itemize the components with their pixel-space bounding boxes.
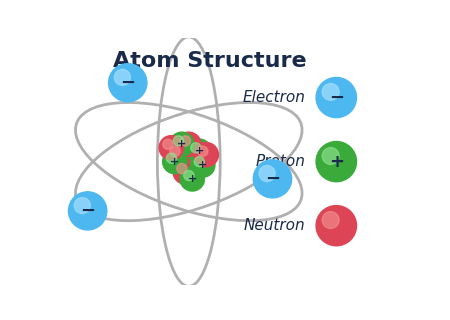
- Text: +: +: [194, 146, 204, 156]
- Ellipse shape: [198, 146, 208, 156]
- Ellipse shape: [162, 149, 187, 174]
- Ellipse shape: [180, 167, 204, 191]
- Ellipse shape: [74, 197, 90, 213]
- Ellipse shape: [322, 212, 339, 228]
- Text: +: +: [177, 139, 186, 149]
- Ellipse shape: [316, 205, 356, 246]
- Ellipse shape: [177, 164, 187, 174]
- Ellipse shape: [316, 141, 356, 182]
- Text: Electron: Electron: [243, 90, 306, 105]
- Ellipse shape: [253, 160, 292, 198]
- Ellipse shape: [184, 171, 194, 180]
- Text: −: −: [265, 170, 280, 188]
- Ellipse shape: [190, 153, 215, 177]
- Ellipse shape: [191, 143, 201, 153]
- Text: +: +: [329, 153, 344, 171]
- Ellipse shape: [194, 156, 204, 167]
- Ellipse shape: [194, 142, 218, 167]
- Text: −: −: [329, 89, 344, 107]
- Ellipse shape: [316, 77, 356, 118]
- Ellipse shape: [173, 160, 198, 184]
- Ellipse shape: [259, 165, 275, 181]
- Ellipse shape: [159, 136, 184, 160]
- Ellipse shape: [187, 139, 212, 163]
- Ellipse shape: [322, 148, 339, 164]
- Ellipse shape: [180, 136, 190, 146]
- Text: +: +: [188, 174, 197, 184]
- Ellipse shape: [170, 132, 194, 156]
- Ellipse shape: [322, 84, 339, 100]
- Ellipse shape: [163, 139, 173, 149]
- Text: −: −: [80, 202, 95, 220]
- Text: Proton: Proton: [256, 154, 306, 169]
- Ellipse shape: [114, 69, 130, 85]
- Ellipse shape: [166, 153, 176, 163]
- Ellipse shape: [173, 136, 184, 146]
- Ellipse shape: [170, 146, 180, 156]
- Text: Atom Structure: Atom Structure: [113, 51, 306, 71]
- Ellipse shape: [176, 132, 201, 156]
- Ellipse shape: [108, 64, 147, 102]
- Ellipse shape: [68, 192, 107, 230]
- Text: Neutron: Neutron: [244, 218, 306, 233]
- Text: +: +: [198, 160, 207, 170]
- Text: +: +: [170, 156, 180, 167]
- Text: −: −: [120, 74, 135, 92]
- Ellipse shape: [166, 142, 190, 167]
